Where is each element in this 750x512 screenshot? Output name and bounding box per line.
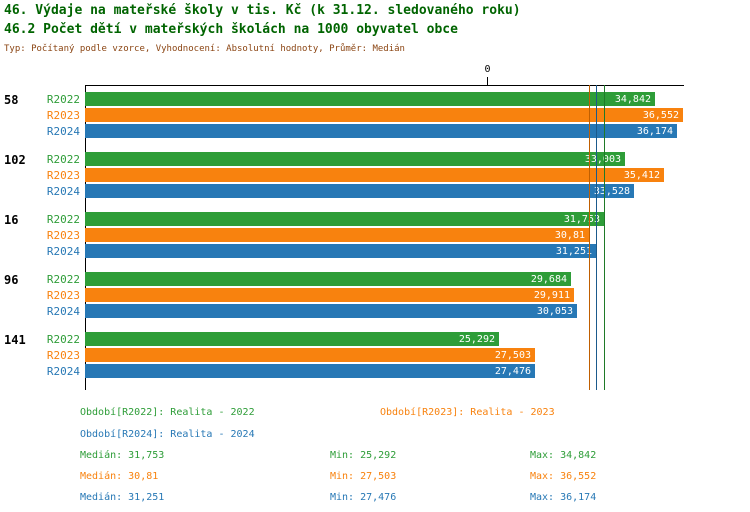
- bar-58-R2022: 34,842: [85, 92, 655, 106]
- bar-16-R2023: 30,81: [85, 228, 589, 242]
- bar-value-label: 33,003: [584, 153, 621, 165]
- group-label-102: 102: [4, 153, 26, 167]
- bar-value-label: 29,911: [533, 289, 570, 301]
- bar-value-label: 34,842: [614, 93, 651, 105]
- bar-value-label: 25,292: [458, 333, 495, 345]
- row-label-102-R2024: R2024: [46, 185, 80, 198]
- bar-16-R2024: 31,251: [85, 244, 596, 258]
- bar-value-label: 31,753: [563, 213, 600, 225]
- bar-value-label: 35,412: [623, 169, 660, 181]
- bar-102-R2022: 33,003: [85, 152, 625, 166]
- median-r2024: Medián: 31,251: [80, 492, 165, 503]
- bar-value-label: 31,251: [555, 245, 592, 257]
- bar-141-R2024: 27,476: [85, 364, 535, 378]
- row-label-96-R2022: R2022: [46, 273, 80, 286]
- legend-item-r2024: Období[R2024]: Realita - 2024: [80, 429, 255, 440]
- bar-58-R2024: 36,174: [85, 124, 677, 138]
- row-label-16-R2022: R2022: [46, 213, 80, 226]
- legend-item-r2023: Období[R2023]: Realita - 2023: [380, 407, 555, 418]
- bar-96-R2022: 29,684: [85, 272, 571, 286]
- max-r2022: Max: 34,842: [530, 450, 597, 461]
- group-label-96: 96: [4, 273, 19, 287]
- row-label-96-R2023: R2023: [46, 289, 80, 302]
- bar-102-R2024: 33,528: [85, 184, 634, 198]
- bar-141-R2022: 25,292: [85, 332, 499, 346]
- median-line-R2022: [604, 85, 605, 390]
- legend-item-r2022: Období[R2022]: Realita - 2022: [80, 407, 255, 418]
- bar-58-R2023: 36,552: [85, 108, 683, 122]
- bar-102-R2023: 35,412: [85, 168, 664, 182]
- x-axis-line: [85, 85, 684, 86]
- row-label-58-R2022: R2022: [46, 93, 80, 106]
- row-label-58-R2024: R2024: [46, 125, 80, 138]
- median-line-R2023: [589, 85, 590, 390]
- row-label-16-R2023: R2023: [46, 229, 80, 242]
- x-axis-tick-label: 0: [484, 64, 491, 75]
- row-label-102-R2023: R2023: [46, 169, 80, 182]
- chart-title: 46. Výdaje na mateřské školy v tis. Kč (…: [4, 3, 521, 18]
- chart-type-info: Typ: Počítaný podle vzorce, Vyhodnocení:…: [4, 44, 405, 54]
- median-r2022: Medián: 31,753: [80, 450, 165, 461]
- group-label-58: 58: [4, 93, 19, 107]
- group-label-141: 141: [4, 333, 26, 347]
- bar-value-label: 36,552: [642, 109, 679, 121]
- bar-value-label: 33,528: [593, 185, 630, 197]
- bar-value-label: 29,684: [530, 273, 567, 285]
- row-label-102-R2022: R2022: [46, 153, 80, 166]
- bar-value-label: 36,174: [636, 125, 673, 137]
- bar-value-label: 27,503: [494, 349, 531, 361]
- min-r2022: Min: 25,292: [330, 450, 397, 461]
- bar-value-label: 30,81: [554, 229, 585, 241]
- row-label-141-R2023: R2023: [46, 349, 80, 362]
- bar-value-label: 27,476: [494, 365, 531, 377]
- row-label-141-R2024: R2024: [46, 365, 80, 378]
- min-r2023: Min: 27,503: [330, 471, 397, 482]
- row-label-16-R2024: R2024: [46, 245, 80, 258]
- max-r2024: Max: 36,174: [530, 492, 597, 503]
- min-r2024: Min: 27,476: [330, 492, 397, 503]
- group-label-16: 16: [4, 213, 19, 227]
- bar-96-R2024: 30,053: [85, 304, 577, 318]
- bar-96-R2023: 29,911: [85, 288, 574, 302]
- x-axis-tick: [487, 77, 488, 85]
- row-label-58-R2023: R2023: [46, 109, 80, 122]
- median-line-R2024: [596, 85, 597, 390]
- median-r2023: Medián: 30,81: [80, 471, 159, 482]
- bar-141-R2023: 27,503: [85, 348, 535, 362]
- bar-value-label: 30,053: [536, 305, 573, 317]
- max-r2023: Max: 36,552: [530, 471, 597, 482]
- row-label-96-R2024: R2024: [46, 305, 80, 318]
- row-label-141-R2022: R2022: [46, 333, 80, 346]
- bar-16-R2022: 31,753: [85, 212, 604, 226]
- chart-subtitle: 46.2 Počet dětí v mateřských školách na …: [4, 22, 458, 37]
